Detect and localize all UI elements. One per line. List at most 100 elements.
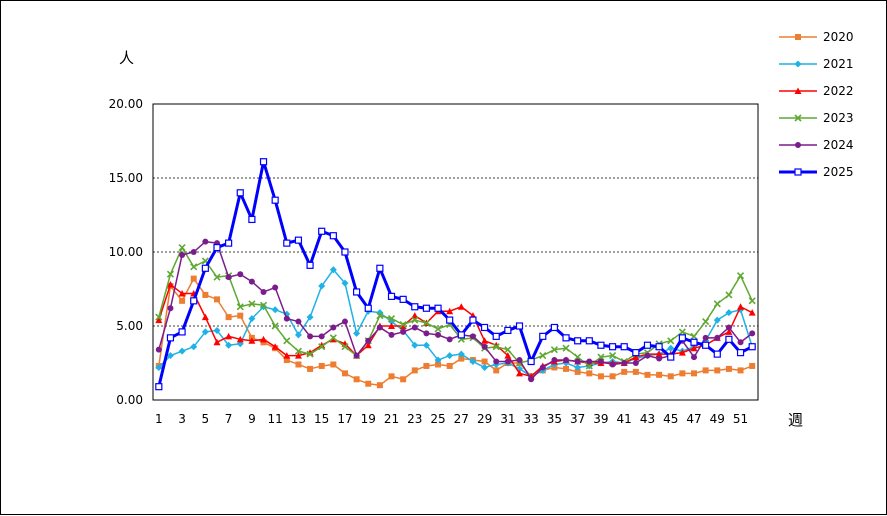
data-point <box>178 243 186 252</box>
data-point <box>492 332 500 340</box>
series-line <box>158 283 753 378</box>
data-point <box>201 328 209 336</box>
legend-label: 2020 <box>823 30 854 44</box>
data-point <box>190 297 198 305</box>
plot-area <box>152 103 759 401</box>
data-point <box>411 312 419 319</box>
data-point <box>749 362 756 369</box>
legend-label: 2022 <box>823 84 854 98</box>
data-point <box>656 371 663 378</box>
data-point <box>621 368 628 375</box>
data-point <box>446 336 453 343</box>
data-point <box>422 304 431 312</box>
data-point <box>469 316 477 324</box>
data-point <box>435 331 442 338</box>
data-point <box>574 368 581 375</box>
legend-marker <box>795 34 801 40</box>
x-tick-label: 51 <box>733 412 748 426</box>
data-point <box>411 316 419 324</box>
data-point <box>422 319 430 327</box>
data-point <box>294 347 302 355</box>
data-point <box>329 334 337 342</box>
y-tick-label: 20.00 <box>109 97 143 111</box>
data-point <box>225 239 233 247</box>
data-point <box>283 239 291 247</box>
data-point <box>272 284 279 291</box>
data-point <box>388 373 395 380</box>
data-point <box>597 373 604 380</box>
data-point <box>190 249 197 255</box>
data-point <box>341 343 349 351</box>
data-point <box>481 337 489 344</box>
data-point <box>493 367 500 374</box>
data-point <box>679 370 686 377</box>
x-tick-label: 29 <box>477 412 492 426</box>
data-point <box>632 368 639 375</box>
data-point <box>667 353 675 361</box>
data-point <box>563 357 570 364</box>
data-point <box>190 275 197 282</box>
series-line <box>157 160 753 388</box>
data-point <box>655 350 663 358</box>
data-point <box>562 334 570 342</box>
data-point <box>585 337 593 345</box>
x-tick-label: 9 <box>248 412 256 426</box>
data-point <box>213 326 221 334</box>
data-point <box>667 373 674 380</box>
data-point <box>655 343 663 351</box>
data-point <box>516 357 523 364</box>
data-point <box>260 335 268 343</box>
data-point <box>632 360 639 366</box>
data-point <box>166 334 175 342</box>
data-point <box>434 356 442 364</box>
data-point <box>318 333 325 340</box>
data-point <box>550 346 558 354</box>
data-point <box>364 341 372 349</box>
x-tick-label: 39 <box>593 412 608 426</box>
data-point <box>318 343 326 351</box>
data-point <box>155 316 163 324</box>
data-point <box>411 324 418 331</box>
data-point <box>213 296 220 303</box>
data-point <box>318 227 326 235</box>
data-point <box>481 363 489 371</box>
data-point <box>539 332 547 340</box>
data-point <box>376 382 383 389</box>
legend-marker <box>795 142 801 148</box>
data-point <box>678 349 686 356</box>
data-point <box>550 323 558 332</box>
x-axis-unit-label: 週 <box>788 411 803 429</box>
data-point <box>748 297 756 305</box>
data-point <box>259 158 268 166</box>
data-point <box>644 352 651 359</box>
gridlines <box>153 177 758 327</box>
data-point <box>725 309 733 317</box>
data-point <box>237 312 244 319</box>
data-point <box>574 363 582 371</box>
data-point <box>155 363 163 371</box>
data-point <box>656 355 663 362</box>
data-point <box>515 369 523 377</box>
data-point <box>411 303 419 311</box>
data-point <box>749 330 756 337</box>
legend-label: 2025 <box>823 165 854 179</box>
data-point <box>178 328 186 336</box>
data-point <box>469 333 476 340</box>
series-2024 <box>155 238 756 383</box>
series-line <box>158 246 753 367</box>
x-tick-label: 11 <box>268 412 283 426</box>
y-tick-label: 5.00 <box>116 319 143 333</box>
data-point <box>736 272 745 280</box>
data-point <box>225 332 233 340</box>
data-point <box>237 271 244 278</box>
data-point <box>411 341 419 349</box>
data-point <box>225 274 232 281</box>
data-point <box>167 305 174 312</box>
data-point <box>283 337 291 345</box>
series-line <box>158 240 753 381</box>
data-point <box>213 243 221 252</box>
data-point <box>306 350 314 358</box>
data-point <box>725 291 733 299</box>
data-point <box>632 353 640 361</box>
data-point <box>621 360 628 366</box>
